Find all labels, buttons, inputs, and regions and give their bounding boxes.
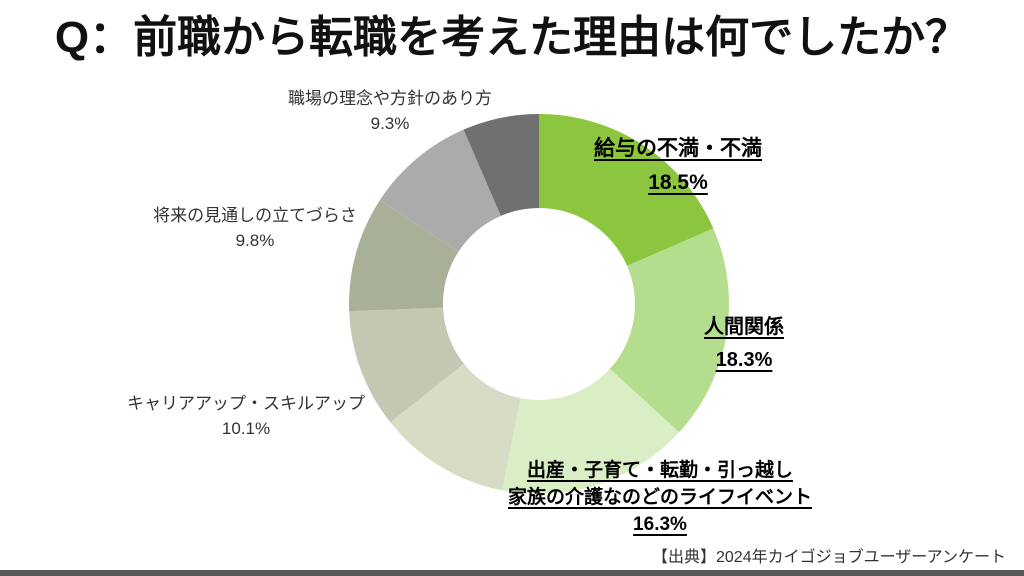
callout-salary-label: 給与の不満・不満	[594, 137, 762, 160]
donut-segment	[502, 368, 680, 495]
callout-future: 将来の見通しの立てづらさ 9.8%	[153, 203, 357, 253]
donut-segment	[463, 114, 539, 216]
callout-future-value: 9.8%	[235, 231, 275, 250]
source-credit: 【出典】2024年カイゴジョブユーザーアンケート	[652, 549, 1006, 566]
callout-career: キャリアアップ・スキルアップ 10.1%	[127, 391, 365, 441]
donut-segment	[349, 200, 459, 312]
callout-salary-value: 18.5%	[648, 171, 708, 194]
callout-future-label: 将来の見通しの立てづらさ	[153, 206, 357, 225]
page-title: Q：前職から転職を考えた理由は何でしたか？	[54, 13, 970, 62]
bottom-border-bar	[0, 570, 1024, 576]
donut-chart-area	[339, 104, 739, 504]
callout-philosophy-value: 9.3%	[370, 114, 410, 133]
callout-life-events: 出産・子育て・転勤・引っ越し 家族の介護なのどのライフイベント 16.3%	[508, 457, 812, 538]
callout-relationships-label: 人間関係	[704, 316, 784, 338]
callout-relationships: 人間関係 18.3%	[704, 311, 784, 377]
callout-career-label: キャリアアップ・スキルアップ	[127, 394, 365, 413]
callout-relationships-value: 18.3%	[715, 349, 773, 371]
callout-philosophy: 職場の理念や方針のあり方 9.3%	[288, 86, 492, 136]
callout-life-events-value: 16.3%	[633, 514, 687, 535]
donut-segment	[390, 363, 521, 491]
donut-chart	[349, 114, 729, 495]
callout-life-events-label-1: 出産・子育て・転勤・引っ越し	[526, 460, 794, 481]
callout-career-value: 10.1%	[221, 419, 271, 438]
donut-segment	[349, 307, 464, 423]
donut-segment	[379, 129, 501, 252]
callout-salary: 給与の不満・不満 18.5%	[594, 132, 762, 200]
donut-segment	[539, 114, 714, 266]
callout-life-events-label-2: 家族の介護なのどのライフイベント	[507, 487, 813, 508]
callout-philosophy-label: 職場の理念や方針のあり方	[288, 89, 492, 108]
donut-segment	[609, 228, 729, 433]
